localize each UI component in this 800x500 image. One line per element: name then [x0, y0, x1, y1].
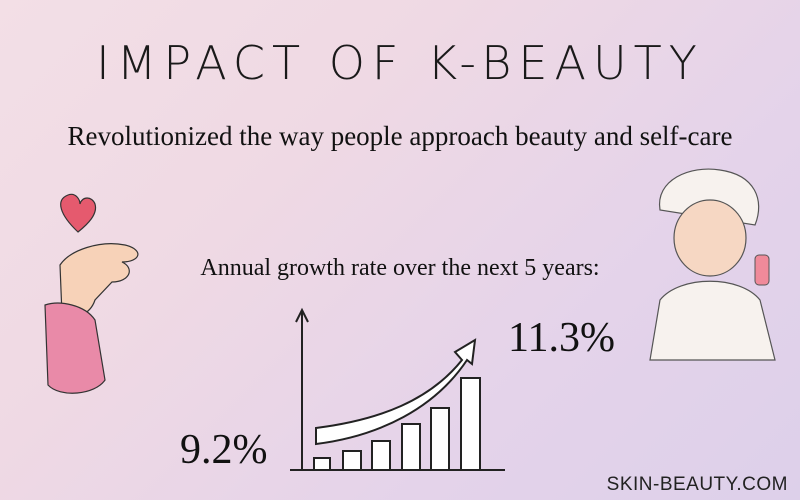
spray-bottle [754, 254, 770, 286]
stat-end: 11.3% [508, 315, 615, 361]
sleeve [44, 302, 106, 394]
robe [649, 280, 776, 361]
sketch-trend-arrow [315, 338, 477, 446]
subtitle: Revolutionized the way people approach b… [67, 121, 733, 151]
sketch-bar [342, 450, 362, 471]
heart [60, 193, 97, 233]
sketch-bar [401, 423, 421, 471]
face [673, 199, 747, 277]
growth-sketch [290, 307, 505, 471]
stat-start: 9.2% [180, 427, 268, 473]
woman-illustration [649, 168, 776, 361]
sketch-bar [371, 440, 391, 471]
heart-hand-illustration [44, 193, 139, 394]
sketch-bar [313, 457, 331, 471]
source: SKIN-BEAUTY.COM [606, 474, 788, 495]
sketch-axis-arrow [295, 307, 309, 323]
title: IMPACT OF K-BEAUTY [96, 36, 704, 90]
sketch-bar [460, 377, 481, 471]
stat-label: Annual growth rate over the next 5 years… [200, 255, 600, 281]
sketch-bar [430, 407, 450, 471]
